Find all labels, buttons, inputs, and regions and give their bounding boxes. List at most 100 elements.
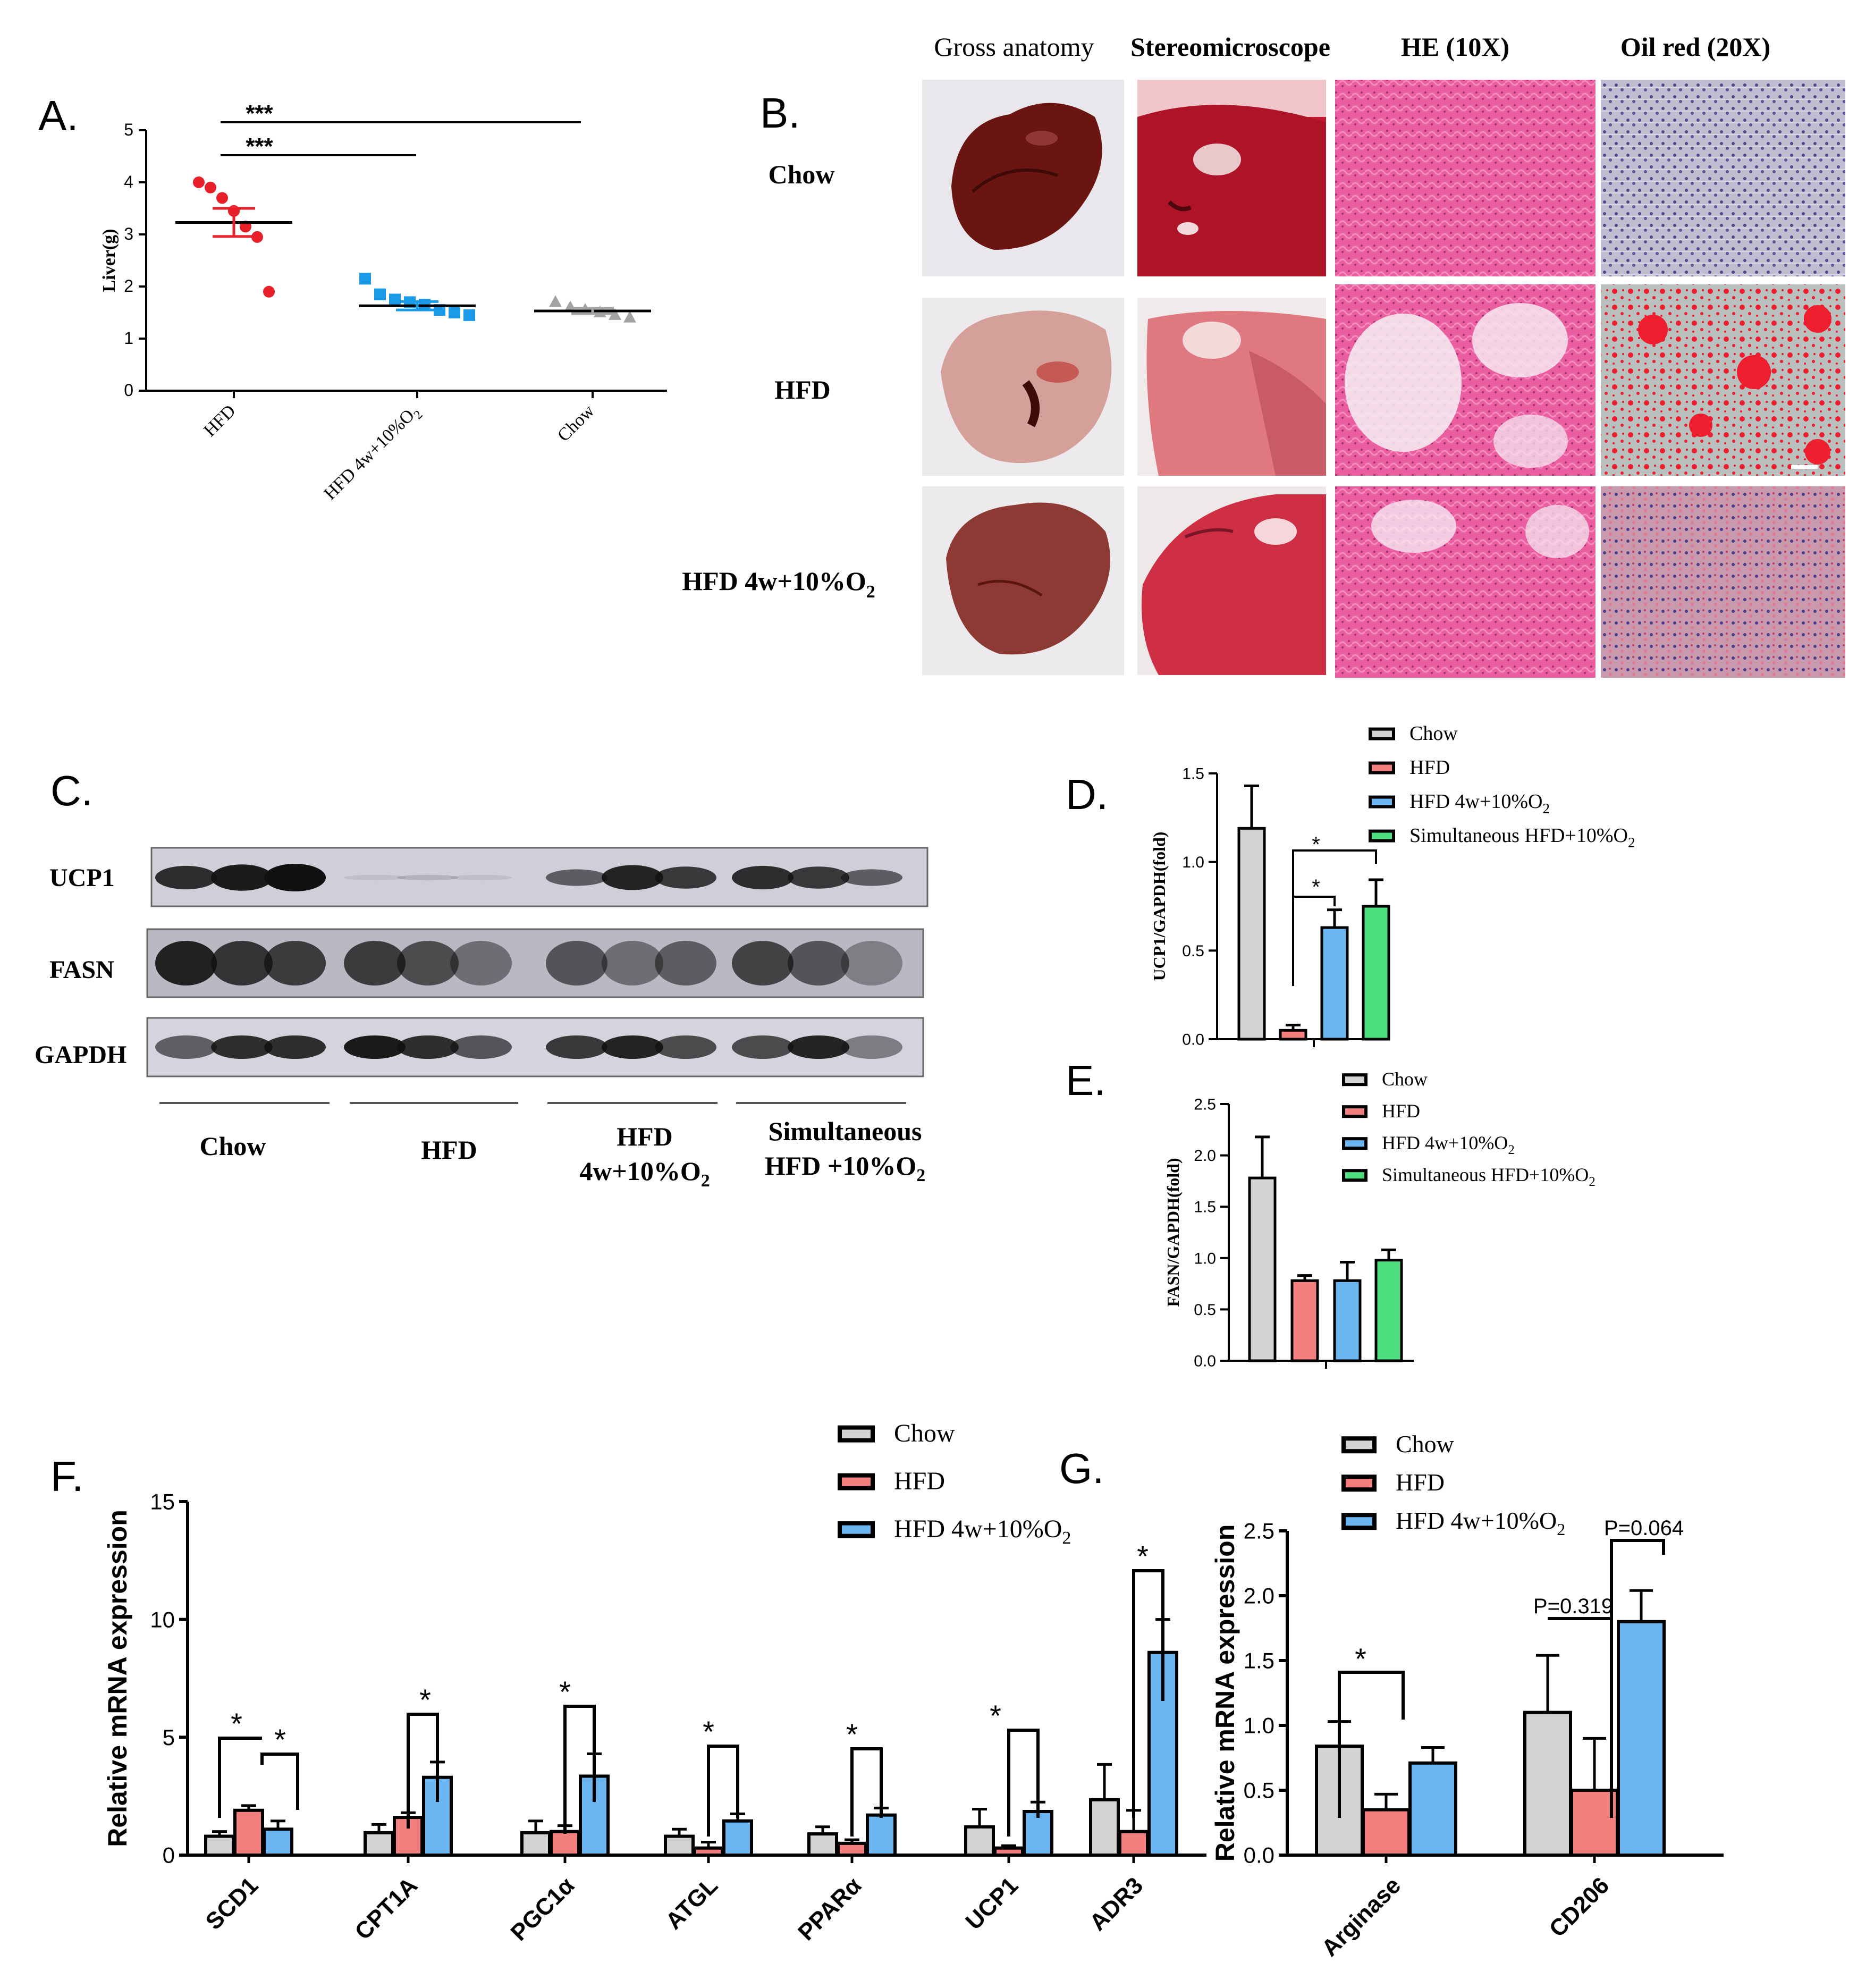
legend-swatch-chow <box>1369 727 1395 740</box>
blot-band-gapdh <box>602 1035 663 1059</box>
col-header-gross: Gross anatomy <box>934 32 1094 62</box>
legend-label-hfd4w: HFD 4w+10%O2 <box>1382 1132 1515 1157</box>
chart-e: 0.0 0.5 1.0 1.5 2.0 2.5 FASN/GAPDH(fold) <box>1163 1096 1414 1370</box>
legend-label-hfd: HFD <box>1382 1100 1420 1122</box>
blot-bands <box>155 864 902 1059</box>
blot-band-fasn <box>264 941 326 985</box>
chart-e-tick-label-y: 0.5 <box>1194 1301 1216 1319</box>
tick-label-f-x-ucp1: UCP1 <box>960 1872 1023 1935</box>
tick-label-a-x-hfd: HFD <box>200 401 239 440</box>
blot-group-sim-l1: Simultaneous <box>769 1116 922 1146</box>
chart-e-tick-label-y: 1.5 <box>1194 1199 1216 1216</box>
point-hfd4w <box>359 273 371 285</box>
chart-d-tick-label-y: 0.0 <box>1182 1031 1204 1049</box>
bar-e-chow <box>1248 1176 1277 1362</box>
tick-label-f-x-atgl: ATGL <box>661 1872 723 1934</box>
legend-label-chow: Chow <box>1409 722 1458 745</box>
bar-e-hfd <box>1290 1279 1319 1362</box>
bar-f-adr3-hfd <box>1118 1830 1149 1857</box>
sig-bracket-d <box>1293 896 1336 906</box>
blot-band-gapdh <box>841 1035 902 1059</box>
panel-c-letter: C. <box>50 767 93 814</box>
legend-swatch-hfd <box>1369 761 1395 774</box>
blot-band-ucp1 <box>841 869 902 886</box>
sig-bracket-f <box>218 1737 262 1818</box>
legend-label-hfd4w: HFD 4w+10%O2 <box>894 1515 1071 1548</box>
row-label-chow: Chow <box>768 159 834 189</box>
bar-d-hfd <box>1279 1029 1307 1041</box>
panel-b-letter: B. <box>760 89 800 137</box>
chart-e-tick-label-y: 2.5 <box>1194 1096 1216 1114</box>
col-header-stereo: Stereomicroscope <box>1130 32 1330 62</box>
blot-band-ucp1 <box>546 869 607 886</box>
point-hfd4w <box>389 293 401 306</box>
blot-band-fasn <box>655 941 716 985</box>
tick-label-a-y: 2 <box>124 276 133 296</box>
bar-f-ppar-hfd-4w-10-o2 <box>866 1813 897 1857</box>
photo-hfd4w-he <box>1335 486 1596 678</box>
chart-d-axis-label-y: UCP1/GAPDH(fold) <box>1150 832 1169 981</box>
tick-label-f-x-adr3: ADR3 <box>1085 1872 1148 1935</box>
row-label-hfd: HFD <box>774 375 831 405</box>
blot-band-ucp1 <box>397 874 459 881</box>
bar-e-hfd-4w-10-o2 <box>1333 1279 1362 1362</box>
col-header-he: HE (10X) <box>1401 32 1509 62</box>
blot-band-gapdh <box>546 1035 607 1059</box>
legend-label-hfd: HFD <box>1396 1469 1445 1496</box>
point-hfd <box>205 181 216 193</box>
tick-label-g-x-arginase: Arginase <box>1316 1872 1406 1961</box>
tick-label-a-y: 3 <box>124 224 133 243</box>
tick-label-a-x-hfd-4w-10-o2: HFD 4w+10%O2 <box>320 401 426 506</box>
legend-swatch-hfd4w <box>838 1521 875 1538</box>
blot-band-ucp1 <box>602 865 663 890</box>
photo-chow-he <box>1335 80 1596 276</box>
bar-d-simultaneous-hfd-10-o2 <box>1362 905 1390 1041</box>
blot-band-fasn <box>732 941 794 985</box>
photo-chow-oilred <box>1601 80 1845 276</box>
photo-chow-stereo <box>1137 80 1326 277</box>
sig-label-g: P=0.319 <box>1533 1595 1613 1618</box>
col-header-oilred: Oil red (20X) <box>1620 32 1770 62</box>
point-chow <box>609 308 621 320</box>
blot-group-hfd: HFD <box>421 1135 477 1165</box>
photo-hfd-gross <box>922 298 1124 476</box>
sig-bracket-g <box>1338 1671 1405 1818</box>
bar-g-arginase-hfd-4w-10-o2 <box>1408 1761 1457 1857</box>
sig-label-a: *** <box>246 100 273 127</box>
legend-swatch-chow <box>1341 1436 1377 1454</box>
blot-band-ucp1 <box>211 864 273 891</box>
bar-f-pgc1-chow <box>520 1831 551 1857</box>
chart-g-tick-label-y: 0.0 <box>1244 1843 1274 1868</box>
blot-band-ucp1 <box>344 874 406 881</box>
bar-f-adr3-chow <box>1089 1798 1120 1857</box>
legend-label-hfd4w: HFD 4w+10%O2 <box>1396 1507 1565 1539</box>
bar-f-ucp1-hfd <box>993 1846 1024 1857</box>
sig-bracket-f <box>563 1705 596 1834</box>
tick-label-f-x-ppar: PPARα <box>793 1872 866 1945</box>
blot-band-ucp1 <box>732 865 794 890</box>
blot-band-fasn <box>211 941 273 985</box>
tick-label-a-y: 1 <box>124 328 133 348</box>
panel-d-letter: D. <box>1066 771 1108 818</box>
chart-d: 0.0 0.5 1.0 1.5 UCP1/GAPDH(fold) * * <box>1150 765 1390 1049</box>
point-hfd4w <box>374 288 386 300</box>
sig-label-f: * <box>1137 1539 1149 1573</box>
legend-swatch-hfd <box>1342 1105 1367 1118</box>
chart-f-tick-label-y: 0 <box>163 1843 175 1868</box>
bar-f-atgl-chow <box>664 1834 695 1857</box>
blot-label-gapdh: GAPDH <box>35 1041 126 1069</box>
blot-band-gapdh <box>264 1035 326 1059</box>
blot-band-gapdh <box>344 1035 406 1059</box>
sig-bracket-f <box>707 1745 739 1837</box>
axis-label-a-y: Liver(g) <box>99 229 119 292</box>
sig-bracket-f <box>260 1753 299 1810</box>
sig-label-a: *** <box>246 133 273 159</box>
point-hfd <box>216 192 228 204</box>
photo-hfd-oilred <box>1601 284 1845 476</box>
panel-b: B. Gross anatomy Stereomicroscope HE (10… <box>682 32 1845 678</box>
sig-bracket-d <box>1292 849 1377 986</box>
blot-band-ucp1 <box>155 865 217 890</box>
panel-e-letter: E. <box>1066 1057 1106 1104</box>
blot-band-fasn <box>397 941 459 985</box>
legend-swatch-chow <box>838 1425 875 1443</box>
